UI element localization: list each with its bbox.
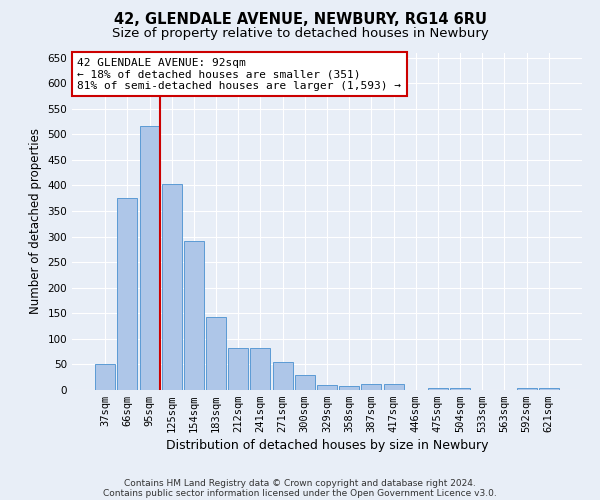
- Text: Size of property relative to detached houses in Newbury: Size of property relative to detached ho…: [112, 28, 488, 40]
- Bar: [450, 388, 470, 390]
- Bar: [206, 317, 226, 390]
- Bar: [295, 374, 315, 390]
- Bar: [339, 386, 359, 390]
- Text: Contains public sector information licensed under the Open Government Licence v3: Contains public sector information licen…: [103, 488, 497, 498]
- Bar: [317, 385, 337, 390]
- Bar: [517, 388, 536, 390]
- Bar: [228, 348, 248, 390]
- Bar: [140, 126, 160, 390]
- Text: Contains HM Land Registry data © Crown copyright and database right 2024.: Contains HM Land Registry data © Crown c…: [124, 478, 476, 488]
- X-axis label: Distribution of detached houses by size in Newbury: Distribution of detached houses by size …: [166, 440, 488, 452]
- Y-axis label: Number of detached properties: Number of detached properties: [29, 128, 42, 314]
- Bar: [118, 198, 137, 390]
- Bar: [95, 364, 115, 390]
- Text: 42, GLENDALE AVENUE, NEWBURY, RG14 6RU: 42, GLENDALE AVENUE, NEWBURY, RG14 6RU: [113, 12, 487, 28]
- Bar: [272, 362, 293, 390]
- Bar: [361, 384, 382, 390]
- Bar: [250, 348, 271, 390]
- Bar: [383, 384, 404, 390]
- Bar: [162, 184, 182, 390]
- Bar: [184, 240, 204, 390]
- Bar: [428, 388, 448, 390]
- Bar: [539, 388, 559, 390]
- Text: 42 GLENDALE AVENUE: 92sqm
← 18% of detached houses are smaller (351)
81% of semi: 42 GLENDALE AVENUE: 92sqm ← 18% of detac…: [77, 58, 401, 91]
